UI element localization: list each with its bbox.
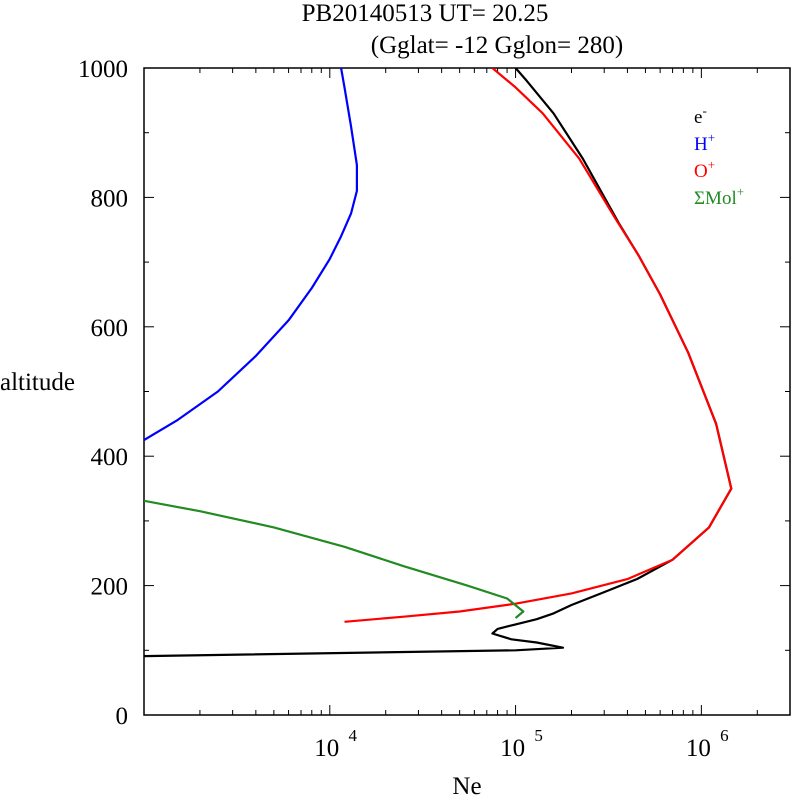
legend-entry-3: ΣMol+	[694, 184, 744, 209]
y-tick-label: 400	[91, 444, 129, 471]
chart-subtitle: (Gglat= -12 Gglon= 280)	[371, 32, 623, 59]
legend-entry-1: H+	[694, 130, 715, 155]
x-tick-label: 10	[314, 735, 339, 762]
y-tick-label: 600	[91, 315, 129, 342]
series-line-3	[144, 499, 525, 619]
x-tick-exponent: 5	[534, 726, 543, 745]
x-tick-label: 10	[686, 735, 711, 762]
y-tick-labels: 0 200 400 600 800 1000	[78, 56, 128, 730]
legend-entry-0: e-	[694, 103, 707, 128]
y-tick-label: 0	[116, 703, 129, 730]
series-lines	[144, 68, 733, 658]
x-tick-exponent: 4	[349, 726, 358, 745]
y-tick-label: 800	[91, 185, 129, 212]
y-axis-label: altitude	[0, 369, 75, 396]
x-tick-labels: 10 4 10 5 10 6	[314, 726, 728, 762]
series-line-2	[344, 68, 733, 623]
y-tick-label: 1000	[78, 56, 128, 83]
x-tick-label: 10	[500, 735, 525, 762]
chart-title: PB20140513 UT= 20.25	[302, 0, 549, 27]
axis-ticks	[143, 67, 791, 716]
x-axis-label: Ne	[452, 773, 481, 796]
series-line-1	[144, 68, 358, 441]
legend-entry-2: O+	[694, 157, 715, 182]
y-tick-label: 200	[91, 574, 129, 601]
legend: e-H+O+ΣMol+	[694, 103, 744, 209]
x-tick-exponent: 6	[720, 726, 729, 745]
series-line-0	[144, 68, 733, 658]
